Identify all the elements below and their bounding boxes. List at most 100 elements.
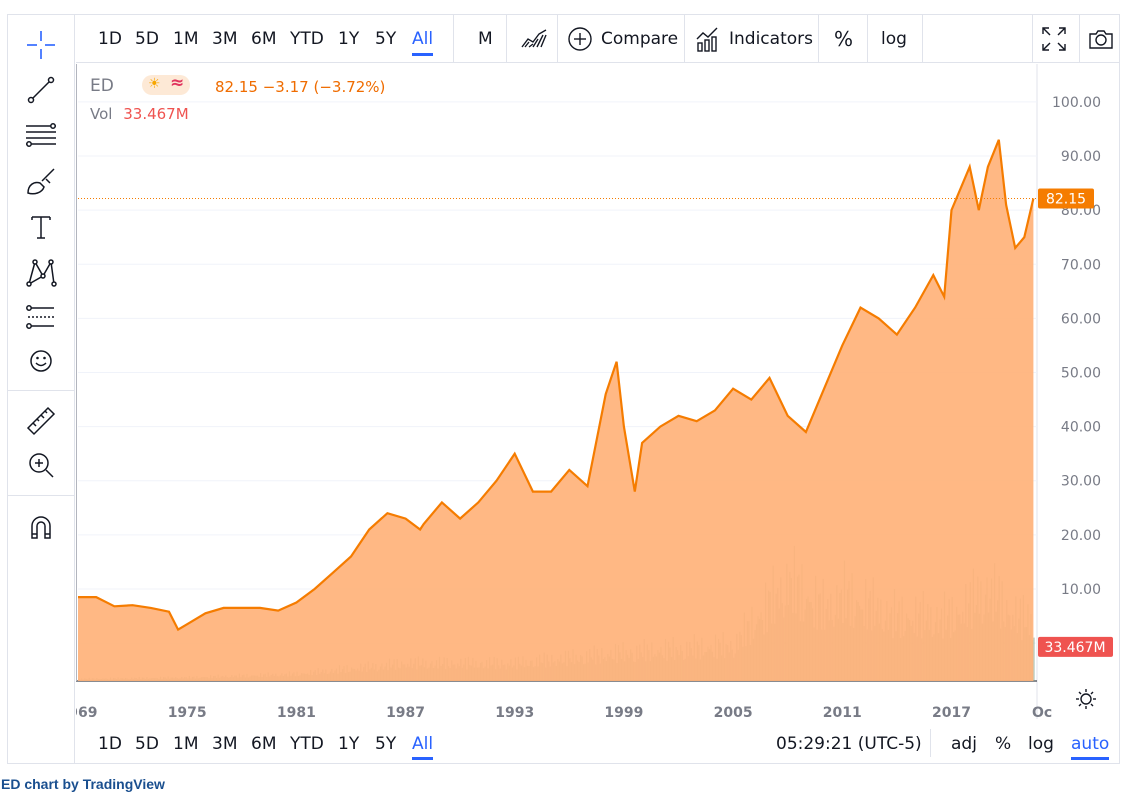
plus-circle-icon bbox=[568, 27, 592, 51]
range-5y-button[interactable]: 5Y bbox=[375, 29, 397, 49]
toolbar-divider bbox=[930, 729, 931, 757]
toolbar-divider bbox=[1079, 15, 1080, 63]
adjust-button[interactable]: adj bbox=[951, 734, 977, 754]
text-tool[interactable] bbox=[20, 207, 62, 247]
bottom-range-6m-button[interactable]: 6M bbox=[251, 734, 277, 754]
volume-label: Vol bbox=[90, 105, 113, 123]
range-1d-button[interactable]: 1D bbox=[98, 29, 122, 49]
toolbar-divider bbox=[557, 15, 558, 63]
bottom-toolbar: 1D 5D 1M 3M 6M YTD 1Y 5Y All 05:29:21 (U… bbox=[76, 721, 1120, 763]
sun-icon: ☀ bbox=[148, 76, 161, 92]
range-ytd-button[interactable]: YTD bbox=[290, 29, 324, 49]
price-value: 82.15 bbox=[215, 78, 258, 96]
price-change-percent: (−3.72%) bbox=[313, 78, 386, 96]
xabcd-pattern-icon bbox=[26, 259, 57, 287]
market-status-badge[interactable]: ☀ ≈ bbox=[142, 73, 190, 95]
toolbar-divider bbox=[1032, 15, 1033, 63]
toolbar-divider bbox=[453, 15, 454, 63]
indicators-icon bbox=[696, 27, 718, 52]
range-6m-button[interactable]: 6M bbox=[251, 29, 277, 49]
time-tick-label: 2005 bbox=[714, 705, 753, 719]
ruler-icon bbox=[26, 406, 56, 436]
range-all-button[interactable]: All bbox=[412, 27, 434, 56]
magnet-tool[interactable] bbox=[20, 507, 62, 547]
fib-retracement-tool[interactable] bbox=[20, 115, 62, 155]
symbol-label[interactable]: ED bbox=[90, 76, 114, 96]
crosshair-tool[interactable] bbox=[20, 25, 62, 65]
magnet-icon bbox=[31, 516, 51, 539]
bottom-range-1d-button[interactable]: 1D bbox=[98, 734, 122, 754]
time-axis[interactable]: 1969 1975 1981 1987 1993 1999 2005 2011 2017 Oc bbox=[76, 705, 1052, 719]
crosshair-icon bbox=[27, 31, 55, 59]
time-tick-label: Oc bbox=[1032, 705, 1052, 719]
icon-tool[interactable] bbox=[20, 341, 62, 381]
price-readout: 82.15 −3.17 (−3.72%) bbox=[215, 78, 385, 96]
fib-lines-icon bbox=[26, 123, 56, 147]
indicators-button[interactable]: Indicators bbox=[729, 29, 813, 49]
brush-icon bbox=[27, 168, 55, 195]
toolbar-divider bbox=[922, 15, 923, 63]
bottom-range-3m-button[interactable]: 3M bbox=[212, 734, 238, 754]
bottom-log-button[interactable]: log bbox=[1028, 734, 1054, 754]
measure-tool[interactable] bbox=[20, 401, 62, 441]
auto-scale-button[interactable]: auto bbox=[1071, 733, 1110, 760]
bottom-range-all-button[interactable]: All bbox=[412, 733, 434, 760]
price-chart[interactable]: 100.0090.0080.0070.0060.0050.0040.0030.0… bbox=[76, 64, 1120, 719]
volume-value: 33.467M bbox=[123, 105, 189, 123]
price-tick-label: 20.00 bbox=[1061, 528, 1101, 544]
trend-line-icon bbox=[27, 76, 55, 104]
camera-icon[interactable] bbox=[1087, 25, 1115, 53]
fullscreen-icon[interactable] bbox=[1040, 25, 1068, 53]
zoom-in-icon bbox=[29, 453, 54, 478]
price-tick-label: 70.00 bbox=[1061, 257, 1101, 273]
attribution-link[interactable]: ED chart by TradingView bbox=[1, 776, 165, 792]
interval-button[interactable]: M bbox=[478, 29, 493, 49]
toolbar-divider bbox=[818, 15, 819, 63]
bottom-range-1m-button[interactable]: 1M bbox=[173, 734, 199, 754]
brush-tool[interactable] bbox=[20, 162, 62, 202]
top-toolbar: 1D 5D 1M 3M 6M YTD 1Y 5Y All M Compare I… bbox=[76, 15, 1120, 63]
price-axis[interactable]: 100.0090.0080.0070.0060.0050.0040.0030.0… bbox=[1052, 95, 1101, 652]
price-tick-label: 50.00 bbox=[1061, 366, 1101, 382]
range-5d-button[interactable]: 5D bbox=[135, 29, 159, 49]
attribution-brand: TradingView bbox=[82, 776, 165, 792]
compare-button[interactable]: Compare bbox=[601, 29, 679, 49]
zoom-tool[interactable] bbox=[20, 445, 62, 485]
volume-tag-label: 33.467M bbox=[1044, 640, 1105, 656]
last-price-tag-label: 82.15 bbox=[1046, 191, 1086, 207]
chart-style-area-icon[interactable] bbox=[520, 25, 548, 53]
forecast-icon bbox=[26, 305, 54, 329]
range-1y-button[interactable]: 1Y bbox=[338, 29, 360, 49]
toolbar-divider bbox=[867, 15, 868, 63]
drawing-toolbar bbox=[8, 15, 75, 763]
toolbar-divider bbox=[8, 495, 74, 496]
price-tick-label: 60.00 bbox=[1061, 311, 1101, 327]
time-tick-label: 1993 bbox=[495, 705, 534, 719]
clock-timezone[interactable]: 05:29:21 (UTC-5) bbox=[776, 734, 922, 754]
price-tick-label: 30.00 bbox=[1061, 474, 1101, 490]
range-1m-button[interactable]: 1M bbox=[173, 29, 199, 49]
bottom-range-1y-button[interactable]: 1Y bbox=[338, 734, 360, 754]
volume-bar bbox=[1033, 637, 1035, 681]
pattern-tool[interactable] bbox=[20, 252, 62, 292]
toolbar-divider bbox=[506, 15, 507, 63]
wave-icon: ≈ bbox=[170, 73, 185, 93]
settings-icon[interactable] bbox=[1076, 689, 1096, 709]
price-change: −3.17 bbox=[262, 78, 309, 96]
axis-tags: 82.15 33.467M bbox=[1038, 188, 1113, 657]
price-tick-label: 100.00 bbox=[1052, 95, 1101, 111]
time-tick-label: 1969 bbox=[76, 705, 97, 719]
prediction-tool[interactable] bbox=[20, 297, 62, 337]
price-tick-label: 90.00 bbox=[1061, 149, 1101, 165]
bottom-percent-button[interactable]: % bbox=[995, 734, 1012, 754]
log-scale-button[interactable]: log bbox=[881, 29, 907, 49]
bottom-range-5y-button[interactable]: 5Y bbox=[375, 734, 397, 754]
chart-widget: 1D 5D 1M 3M 6M YTD 1Y 5Y All M Compare I… bbox=[7, 14, 1120, 764]
range-3m-button[interactable]: 3M bbox=[212, 29, 238, 49]
percent-scale-button[interactable]: % bbox=[834, 27, 854, 51]
bottom-range-5d-button[interactable]: 5D bbox=[135, 734, 159, 754]
price-line bbox=[78, 139, 1035, 632]
time-tick-label: 1999 bbox=[604, 705, 643, 719]
trend-line-tool[interactable] bbox=[20, 70, 62, 110]
bottom-range-ytd-button[interactable]: YTD bbox=[290, 734, 324, 754]
